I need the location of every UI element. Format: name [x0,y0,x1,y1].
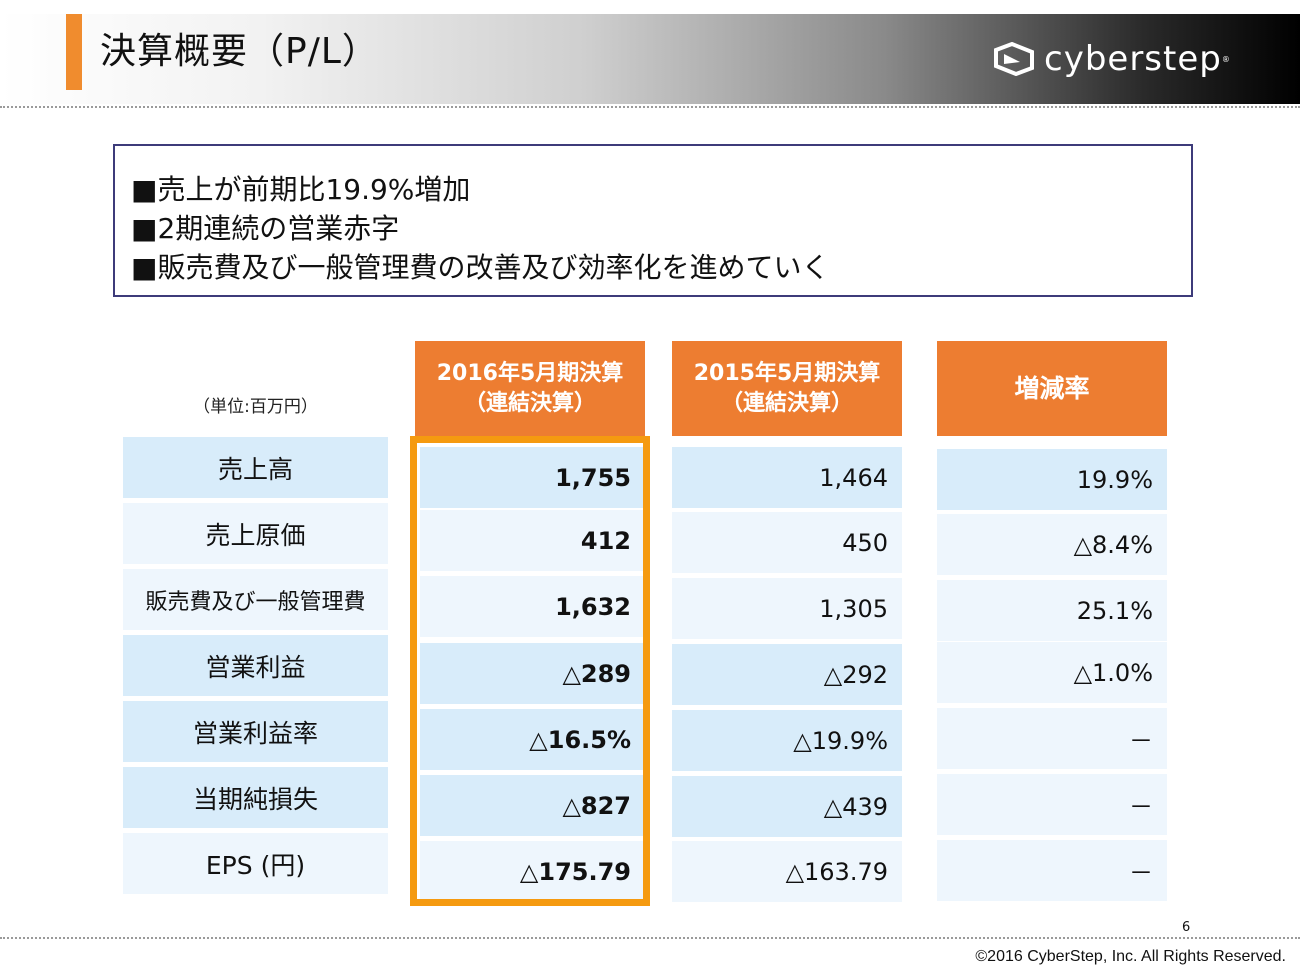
cell-fy2016-eps: △175.79 [420,841,645,902]
row-label-net-loss: 当期純損失 [123,767,388,828]
cell-change-cost-of-sales: △8.4% [937,514,1167,575]
summary-line: ■販売費及び一般管理費の改善及び効率化を進めていく [131,251,830,284]
cell-change-operating-margin: － [937,708,1167,769]
row-label-cost-of-sales: 売上原価 [123,503,388,564]
header-bar [0,14,1300,104]
summary-box: ■売上が前期比19.9%増加 ■2期連続の営業赤字 ■販売費及び一般管理費の改善… [113,144,1193,297]
column-header-fy2016: 2016年5月期決算 （連結決算） [415,341,645,436]
unit-label: （単位:百万円） [193,397,318,417]
header-divider [0,106,1300,108]
column-header-line: 2016年5月期決算 [436,360,624,386]
column-header-line: 2015年5月期決算 [693,360,881,386]
registered-mark: ® [1221,54,1230,64]
row-label-revenue: 売上高 [123,437,388,498]
cell-change-operating-income: △1.0% [937,642,1167,703]
cell-change-eps: － [937,840,1167,901]
cell-fy2015-net-loss: △439 [672,776,902,837]
column-header-change-rate: 増減率 [937,341,1167,436]
summary-line: ■2期連続の営業赤字 [131,212,400,245]
copyright-notice: ©2016 CyberStep, Inc. All Rights Reserve… [975,948,1286,965]
cell-change-net-loss: － [937,774,1167,835]
cell-fy2016-cost-of-sales: 412 [420,510,645,571]
title-accent-bar [66,14,82,90]
cyberstep-logo: cyberstep ® [992,36,1230,82]
page-number: 6 [1182,920,1191,935]
cell-change-sga: 25.1% [937,580,1167,641]
cell-fy2016-net-loss: △827 [420,775,645,836]
cell-fy2015-cost-of-sales: 450 [672,512,902,573]
cell-fy2016-operating-income: △289 [420,643,645,704]
column-header-line: （連結決算） [720,390,853,416]
cell-fy2016-operating-margin: △16.5% [420,709,645,770]
cell-fy2015-eps: △163.79 [672,841,902,902]
column-header-line: 増減率 [1014,373,1090,403]
row-label-operating-income: 営業利益 [123,635,388,696]
fy2016-highlight-frame [410,436,650,906]
summary-line: ■売上が前期比19.9%増加 [131,173,471,206]
footer-divider [0,937,1300,939]
cell-fy2015-operating-margin: △19.9% [672,710,902,771]
cell-fy2016-revenue: 1,755 [420,447,645,508]
page-title: 決算概要（P/L） [100,31,379,72]
logo-wordmark: cyberstep [1044,39,1222,79]
column-header-fy2015: 2015年5月期決算 （連結決算） [672,341,902,436]
logo-mark-icon [994,42,1034,76]
cell-fy2016-sga: 1,632 [420,576,645,637]
cell-fy2015-sga: 1,305 [672,578,902,639]
row-label-sga: 販売費及び一般管理費 [123,569,388,630]
cell-change-revenue: 19.9% [937,449,1167,510]
row-label-eps: EPS (円) [123,833,388,894]
cell-fy2015-operating-income: △292 [672,644,902,705]
column-header-line: （連結決算） [463,390,596,416]
row-label-operating-margin: 営業利益率 [123,701,388,762]
cell-fy2015-revenue: 1,464 [672,447,902,508]
